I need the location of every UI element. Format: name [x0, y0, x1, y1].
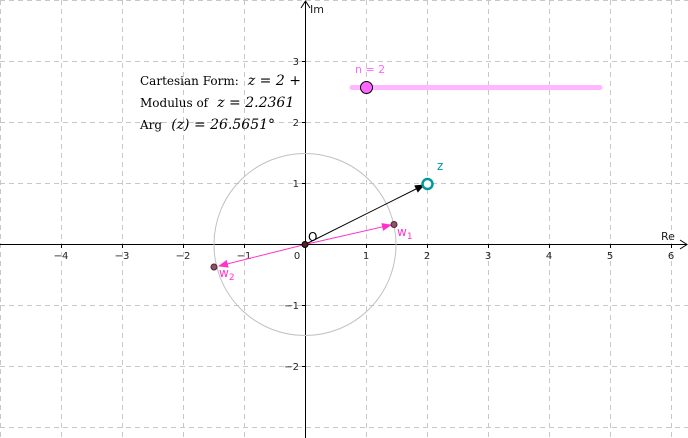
n-slider[interactable]: n = 2: [349, 63, 603, 94]
vector-z[interactable]: [304, 184, 425, 245]
x-tick-label: −3: [115, 251, 130, 262]
point-w1[interactable]: [390, 221, 398, 228]
arg-label: Arg: [140, 118, 163, 132]
x-tick-label: 2: [424, 251, 430, 262]
x-tick-label: −4: [54, 251, 69, 262]
y-tick-labels: 3 2 1 −1 −2: [284, 57, 299, 373]
y-tick-label: −1: [284, 301, 299, 312]
y-tick-label: 3: [293, 57, 299, 68]
x-axis-name: Re: [661, 230, 675, 243]
y-tick-label: −2: [284, 362, 299, 373]
vector-w2[interactable]: [218, 244, 306, 268]
x-tick-label: −1: [237, 251, 252, 262]
point-z-label: z: [437, 159, 443, 173]
y-axis-name: Im: [310, 3, 324, 16]
arg-value: (z) = 26.5651°: [171, 117, 276, 133]
modulus-line: Modulus of z = 2.2361: [140, 91, 301, 113]
tick-marks: [61, 61, 672, 367]
modulus-label: Modulus of: [140, 96, 209, 110]
x-tick-label: 0: [294, 251, 300, 262]
vector-w1[interactable]: [304, 223, 392, 245]
x-tick-label: 1: [363, 251, 369, 262]
point-w2[interactable]: [210, 263, 218, 271]
origin-label: O: [308, 230, 317, 244]
cartesian-form-label: Cartesian Form:: [140, 74, 239, 88]
point-w1-label: w1: [397, 225, 413, 242]
info-text-panel: Cartesian Form: z = 2 + Modulus of z = 2…: [140, 69, 301, 135]
y-tick-label: 2: [293, 118, 299, 129]
x-tick-label: 5: [607, 251, 613, 262]
arg-line: Arg (z) = 26.5651°: [140, 113, 301, 135]
y-tick-label: 1: [293, 179, 299, 190]
point-w2-label: w2: [219, 266, 235, 283]
x-tick-label: 4: [546, 251, 552, 262]
x-tick-label: 3: [485, 251, 491, 262]
x-tick-labels: −4 −3 −2 −1 0 1 2 3 4 5 6: [54, 251, 675, 262]
x-tick-label: −2: [176, 251, 191, 262]
modulus-value: z = 2.2361: [217, 95, 295, 111]
point-z[interactable]: [421, 177, 434, 191]
cartesian-form-value: z = 2 +: [247, 73, 301, 89]
slider-label: n = 2: [355, 63, 385, 76]
cartesian-form-line: Cartesian Form: z = 2 +: [140, 69, 301, 91]
y-axis-arrow: [300, 0, 311, 9]
x-tick-label: 6: [668, 251, 674, 262]
slider-handle[interactable]: [360, 81, 373, 94]
root-modulus-circle: [213, 153, 397, 336]
x-axis-arrow: [679, 239, 688, 250]
origin-point[interactable]: [301, 241, 309, 248]
